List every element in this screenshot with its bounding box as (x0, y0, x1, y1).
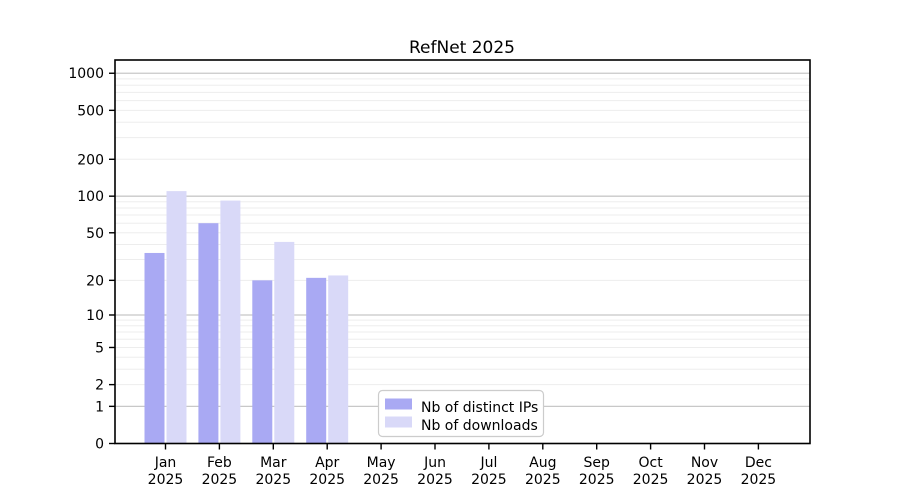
x-tick-label-nov: Nov 2025 (687, 455, 723, 488)
y-tick-label-500: 500 (77, 103, 104, 119)
x-tick-label-jul: Jul 2025 (471, 455, 507, 488)
x-tick-label-oct: Oct 2025 (633, 455, 669, 488)
y-tick-label-2: 2 (95, 378, 104, 394)
y-tick-label-10: 10 (86, 308, 104, 324)
bar-downloads-jan (166, 191, 187, 444)
y-tick-label-20: 20 (86, 273, 104, 289)
bar-downloads-apr (328, 275, 349, 444)
bar-distinct-ips-mar (252, 280, 273, 444)
y-tick-label-50: 50 (86, 226, 104, 242)
y-tick-label-1: 1 (95, 399, 104, 415)
bar-distinct-ips-feb (198, 223, 219, 444)
bar-distinct-ips-apr (306, 277, 327, 444)
y-tick-label-200: 200 (77, 152, 104, 168)
x-tick-label-jun: Jun 2025 (417, 455, 453, 488)
x-tick-label-mar: Mar 2025 (255, 455, 291, 488)
bar-distinct-ips-jan (144, 252, 165, 444)
x-tick-label-apr: Apr 2025 (309, 455, 345, 488)
bar-downloads-mar (274, 241, 295, 444)
x-tick-label-sep: Sep 2025 (579, 455, 615, 488)
legend: Nb of distinct IPs Nb of downloads (377, 389, 545, 438)
plot-area: 0 1 2 5 10 20 50 100 200 500 1000 Jan 2025 Feb 2025 Mar… (68, 59, 811, 488)
y-tick-label-1000: 1000 (68, 66, 104, 82)
legend-swatch-downloads (385, 416, 412, 428)
legend-swatch-distinct-ips (385, 398, 412, 410)
x-tick-label-dec: Dec 2025 (741, 455, 777, 488)
y-tick-label-100: 100 (77, 189, 104, 205)
y-tick-label-5: 5 (95, 340, 104, 356)
x-tick-label-may: May 2025 (363, 455, 399, 488)
chart-title: RefNet 2025 (409, 38, 515, 58)
axes-spines (114, 59, 811, 445)
bar-downloads-feb (220, 200, 241, 444)
x-tick-label-aug: Aug 2025 (525, 455, 561, 488)
x-tick-label-jan: Jan 2025 (148, 455, 184, 488)
legend-label-downloads: Nb of downloads (421, 418, 538, 434)
y-tick-label-0: 0 (95, 437, 104, 453)
legend-label-distinct-ips: Nb of distinct IPs (421, 400, 538, 416)
legend-frame (377, 389, 545, 438)
x-tick-label-feb: Feb 2025 (202, 455, 238, 488)
